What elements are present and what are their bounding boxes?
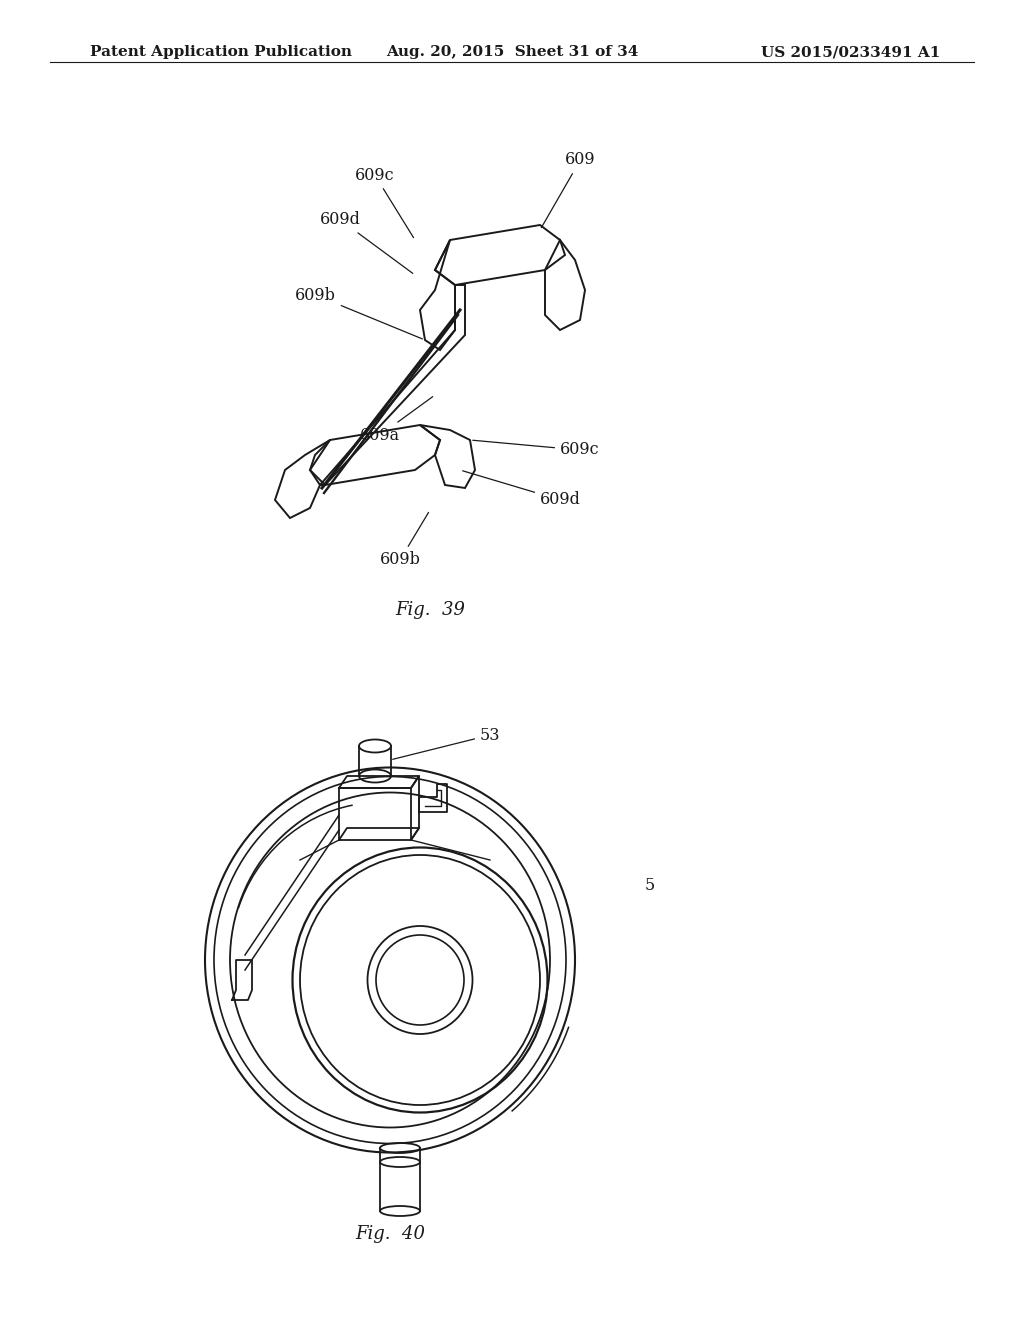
Text: 53: 53: [392, 726, 501, 759]
Text: Patent Application Publication: Patent Application Publication: [90, 45, 352, 59]
Text: 609: 609: [542, 152, 596, 227]
Text: US 2015/0233491 A1: US 2015/0233491 A1: [761, 45, 940, 59]
Text: 609d: 609d: [463, 471, 581, 508]
Text: Fig.  40: Fig. 40: [355, 1225, 425, 1243]
Text: 609b: 609b: [380, 512, 429, 569]
Text: 609c: 609c: [355, 166, 414, 238]
Text: Aug. 20, 2015  Sheet 31 of 34: Aug. 20, 2015 Sheet 31 of 34: [386, 45, 638, 59]
Text: 609b: 609b: [295, 286, 423, 339]
Text: 5: 5: [645, 876, 655, 894]
Text: 609d: 609d: [319, 211, 413, 273]
Text: Fig.  39: Fig. 39: [395, 601, 465, 619]
Text: 609c: 609c: [473, 441, 600, 458]
Text: 609a: 609a: [360, 396, 433, 444]
